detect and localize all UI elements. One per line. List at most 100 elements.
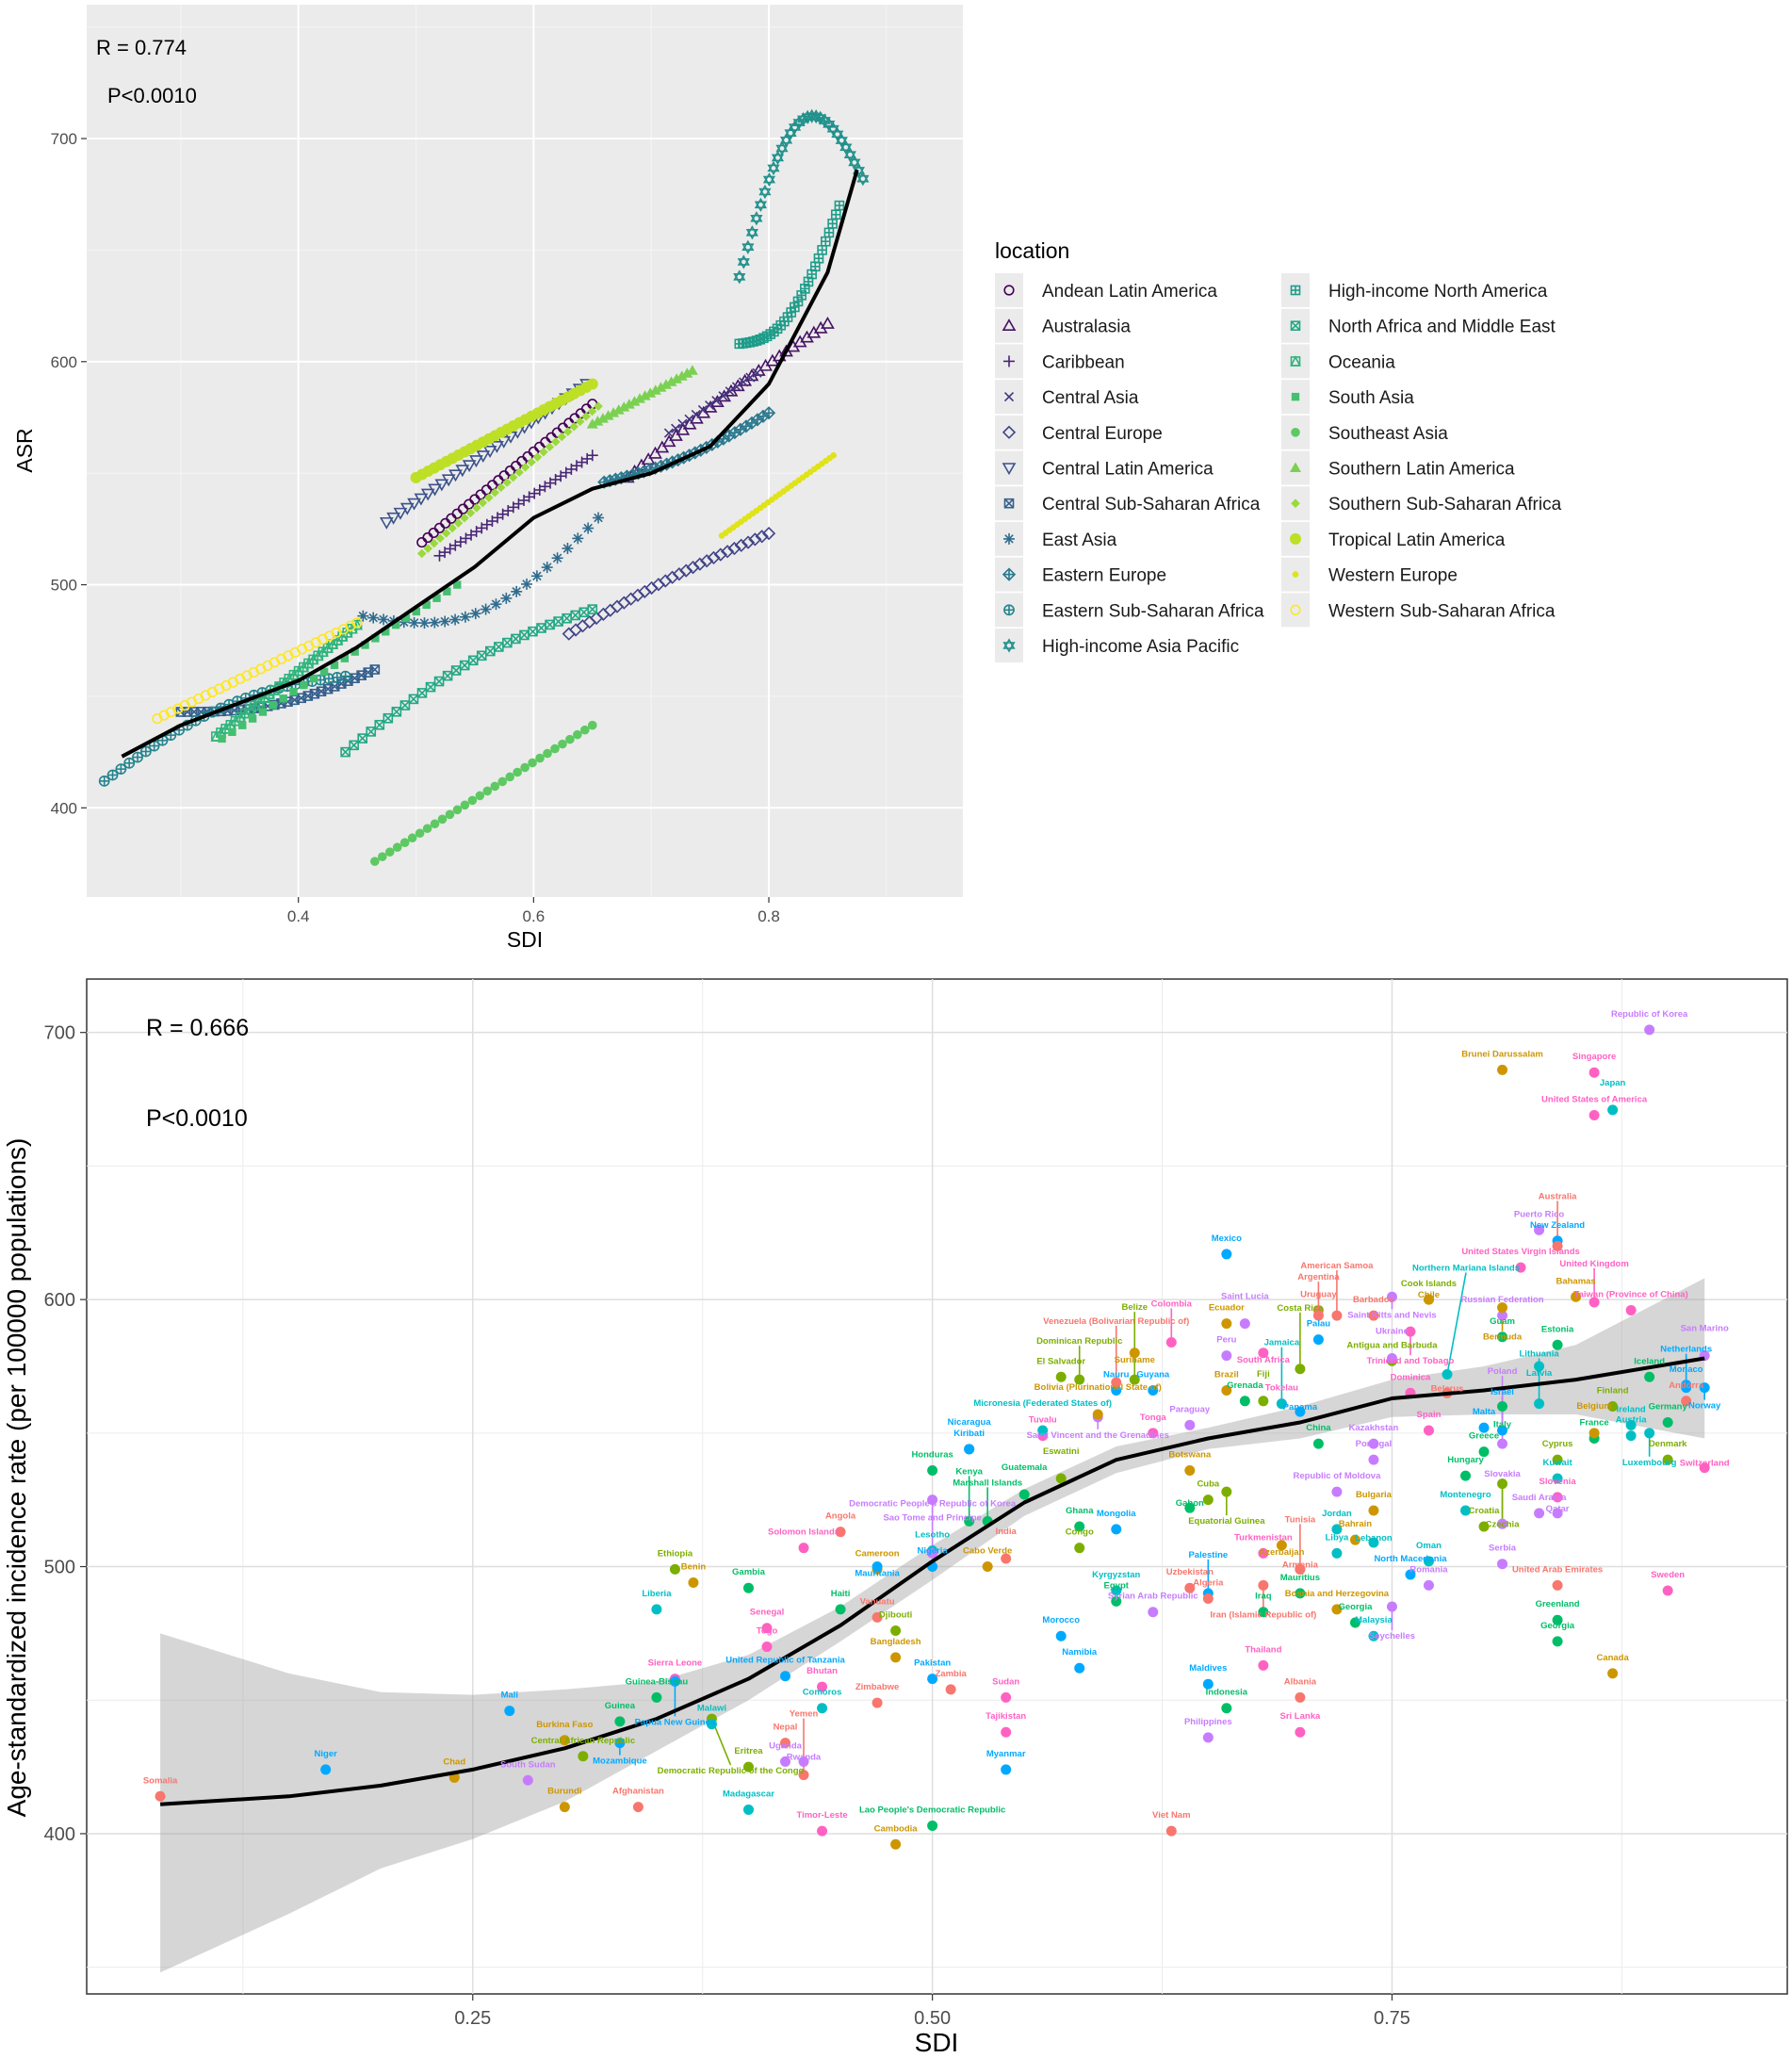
country-label: Armenia bbox=[1282, 1560, 1319, 1570]
series-point bbox=[771, 150, 785, 166]
series-point-shape bbox=[539, 447, 548, 457]
series-point-shape bbox=[490, 487, 500, 498]
series-point-up bbox=[775, 140, 789, 153]
series-point-b bbox=[357, 733, 367, 743]
label-leader-line bbox=[1446, 1272, 1467, 1375]
series-point-b bbox=[340, 747, 350, 758]
country-label: Oman bbox=[1416, 1541, 1442, 1551]
legend-key-box bbox=[995, 273, 1023, 307]
country-label: Japan bbox=[1600, 1078, 1626, 1088]
series-point bbox=[520, 762, 529, 773]
country-label: Trinidad and Tobago bbox=[1367, 1356, 1455, 1366]
series-point-up bbox=[762, 172, 776, 184]
country-label: Costa Rica bbox=[1277, 1303, 1324, 1314]
series-point bbox=[649, 384, 661, 395]
country-point bbox=[1295, 1364, 1306, 1375]
series-point-up bbox=[767, 160, 780, 172]
series-point-shape bbox=[490, 440, 504, 453]
panel-a-r-value: R = 0.774 bbox=[96, 36, 187, 59]
country-label: Zimbabwe bbox=[855, 1682, 899, 1692]
series-point bbox=[228, 727, 236, 737]
country-point bbox=[1588, 1428, 1600, 1439]
series-point-shape bbox=[641, 452, 656, 466]
series-point-b bbox=[522, 580, 531, 589]
series-point-shape bbox=[350, 647, 359, 656]
country-point bbox=[1497, 1518, 1508, 1529]
series-point bbox=[707, 550, 721, 565]
legend: location Andean Latin America Australasia… bbox=[995, 238, 1562, 662]
country-point bbox=[1295, 1691, 1306, 1703]
country-label: North Macedonia bbox=[1374, 1554, 1447, 1564]
country-label: Montenegro bbox=[1440, 1490, 1491, 1500]
country-point bbox=[1699, 1382, 1710, 1394]
country-label: Dominica bbox=[1391, 1372, 1431, 1382]
series-point-shape bbox=[655, 382, 667, 392]
country-point bbox=[1497, 1438, 1508, 1449]
legend-key bbox=[1291, 498, 1300, 508]
country-label: Australia bbox=[1539, 1191, 1577, 1201]
series-point bbox=[115, 763, 127, 776]
series-point bbox=[557, 432, 567, 442]
series-point-shape bbox=[545, 442, 555, 452]
country-point bbox=[964, 1515, 975, 1527]
country-label: Libya bbox=[1326, 1532, 1350, 1543]
series-point bbox=[490, 487, 500, 498]
country-label: Bhutan bbox=[806, 1666, 838, 1676]
series-point-down bbox=[741, 243, 755, 254]
country-label: Jamaica bbox=[1264, 1338, 1300, 1348]
country-point bbox=[1221, 1384, 1232, 1396]
country-label: Gambia bbox=[732, 1567, 766, 1577]
country-point bbox=[1552, 1240, 1563, 1251]
country-label: Papua New Guinea bbox=[635, 1717, 716, 1727]
country-point bbox=[1497, 1064, 1508, 1075]
series-point-shape bbox=[340, 654, 350, 662]
country-label: Czechia bbox=[1486, 1520, 1521, 1530]
country-label: Sierra Leone bbox=[648, 1658, 703, 1669]
country-label: Timor-Leste bbox=[796, 1810, 847, 1821]
country-point bbox=[761, 1623, 773, 1634]
country-point bbox=[1662, 1454, 1673, 1465]
series-point bbox=[830, 451, 837, 459]
series-point bbox=[586, 378, 598, 390]
legend-key-shape bbox=[1002, 318, 1017, 332]
series-point-shape bbox=[310, 674, 318, 683]
legend-key bbox=[1002, 638, 1016, 653]
series-point bbox=[530, 570, 543, 582]
legend-key-box bbox=[995, 629, 1023, 662]
series-point-b bbox=[391, 707, 401, 717]
series-point bbox=[378, 852, 387, 861]
series-point-up bbox=[771, 150, 785, 162]
country-label: Canada bbox=[1596, 1653, 1629, 1663]
series-point bbox=[648, 446, 662, 459]
series-point-shape bbox=[508, 472, 518, 482]
country-point bbox=[155, 1790, 166, 1802]
series-point-shape bbox=[569, 421, 578, 432]
series-point-shape bbox=[378, 852, 387, 861]
series-point bbox=[734, 538, 748, 552]
legend-label: Central Latin America bbox=[1042, 460, 1214, 480]
series-point bbox=[420, 488, 435, 501]
country-label: Russian Federation bbox=[1460, 1295, 1543, 1305]
series-point bbox=[465, 508, 476, 518]
series-point-shape bbox=[761, 526, 776, 541]
series-point bbox=[357, 610, 369, 622]
series-point-shape bbox=[720, 545, 735, 559]
country-label: Grenada bbox=[1227, 1380, 1263, 1391]
country-label: Lao People's Democratic Republic bbox=[859, 1805, 1005, 1815]
country-label: Mauritius bbox=[1280, 1573, 1320, 1583]
series-point bbox=[505, 772, 514, 782]
country-point bbox=[1497, 1425, 1508, 1436]
country-point bbox=[1699, 1462, 1710, 1474]
series-point bbox=[132, 751, 143, 763]
series-point bbox=[718, 391, 728, 401]
series-point bbox=[449, 613, 462, 626]
series-point-shape bbox=[182, 707, 193, 717]
country-point bbox=[559, 1802, 570, 1813]
series-point-shape bbox=[416, 688, 428, 698]
country-label: Guam bbox=[1490, 1316, 1515, 1327]
country-label: Solomon Islands bbox=[768, 1527, 839, 1538]
country-label: Chad bbox=[443, 1756, 465, 1767]
country-point bbox=[890, 1652, 902, 1663]
country-point bbox=[1405, 1326, 1416, 1337]
series-point-b bbox=[519, 629, 529, 641]
